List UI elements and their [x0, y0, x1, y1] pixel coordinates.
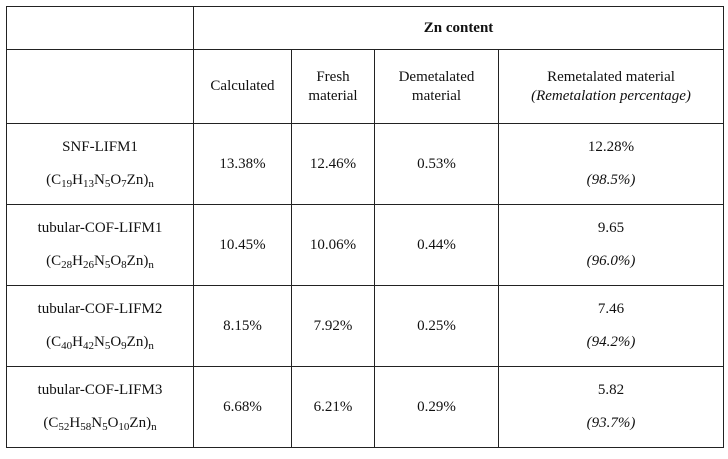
table-row: SNF-LIFM1 (C19H13N5O7Zn)n 13.38% 12.46% 0.53… [6, 123, 725, 205]
demetalated-value: 0.29% [374, 366, 499, 448]
sample-cell: tubular-COF-LIFM3 (C52H58N5O10Zn)n [6, 366, 194, 448]
sample-formula: (C28H26N5O8Zn)n [11, 252, 189, 271]
formula-subscript: 28 [61, 259, 73, 271]
formula-subscript: n [148, 340, 154, 352]
formula-subscript: 5 [104, 178, 111, 190]
formula-text: O [110, 253, 122, 269]
remetalated-cell: 12.28% (98.5%) [497, 123, 725, 205]
remetalated-value: 5.82 [597, 382, 625, 399]
sample-formula: (C40H42N5O9Zn)n [11, 333, 189, 352]
formula-text: O [110, 334, 122, 350]
calculated-value: 8.15% [193, 285, 292, 367]
formula-text: N [93, 334, 105, 350]
remetalated-value: 9.65 [597, 220, 625, 237]
remetalated-cell: 9.65 (96.0%) [497, 204, 725, 286]
formula-text: N [93, 172, 105, 188]
formula-subscript: 8 [121, 259, 127, 271]
formula-subscript: 40 [61, 340, 73, 352]
sample-name: tubular-COF-LIFM1 [37, 220, 163, 237]
remetalation-percentage: (96.0%) [586, 253, 636, 269]
calculated-header: Calculated [193, 49, 292, 124]
column-header-row: Calculated Fresh material Demetalated ma… [6, 49, 725, 124]
formula-text: Zn) [126, 334, 149, 350]
formula-subscript: n [148, 259, 154, 271]
formula-text: Zn) [126, 172, 149, 188]
formula-subscript: 13 [82, 178, 94, 190]
formula-text: (C [46, 334, 62, 350]
calculated-value: 6.68% [193, 366, 292, 448]
remetalated-cell: 5.82 (93.7%) [497, 366, 725, 448]
zn-content-table: Zn content Calculated Fresh material Dem… [6, 6, 725, 448]
calculated-value: 10.45% [193, 204, 292, 286]
remetalated-value: 7.46 [597, 301, 625, 318]
formula-text: (C [43, 415, 59, 431]
remetalation-percentage-header: (Remetalation percentage) [531, 87, 691, 104]
demetalated-header-line2: material [411, 87, 462, 104]
formula-subscript: 26 [82, 259, 94, 271]
table-row: tubular-COF-LIFM3 (C52H58N5O10Zn)n 6.68% 6.… [6, 366, 725, 448]
demetalated-header-line1: Demetalated [398, 68, 475, 85]
formula-subscript: 58 [80, 421, 92, 433]
formula-text: Zn) [129, 415, 152, 431]
sample-formula: (C19H13N5O7Zn)n [11, 171, 189, 190]
remetalation-percentage: (94.2%) [586, 334, 636, 350]
remetalated-cell: 7.46 (94.2%) [497, 285, 725, 367]
formula-text: Zn) [126, 253, 149, 269]
remetalation-percentage: (93.7%) [586, 415, 636, 431]
formula-subscript: 9 [121, 340, 127, 352]
formula-subscript: 5 [102, 421, 108, 433]
remetalated-header-line1: Remetalated material [547, 68, 675, 85]
formula-text: H [72, 172, 83, 188]
formula-text: H [72, 334, 83, 350]
formula-text: O [107, 415, 119, 431]
demetalated-value: 0.44% [374, 204, 499, 286]
fresh-value: 10.06% [291, 204, 375, 286]
formula-text: O [110, 172, 122, 188]
formula-subscript: 5 [104, 340, 111, 352]
formula-subscript: 5 [104, 259, 111, 271]
sample-name: tubular-COF-LIFM3 [37, 382, 163, 399]
zn-content-table-container: Zn content Calculated Fresh material Dem… [6, 6, 725, 448]
empty-sample-header-cell [6, 49, 194, 124]
sample-cell: tubular-COF-LIFM1 (C28H26N5O8Zn)n [6, 204, 194, 286]
group-header-row: Zn content [6, 6, 725, 50]
formula-subscript: 52 [58, 421, 70, 433]
sample-name: tubular-COF-LIFM2 [37, 301, 163, 318]
formula-text: (C [46, 172, 62, 188]
sample-cell: tubular-COF-LIFM2 (C40H42N5O9Zn)n [6, 285, 194, 367]
demetalated-value: 0.25% [374, 285, 499, 367]
formula-text: N [93, 253, 105, 269]
formula-text: (C [46, 253, 62, 269]
formula-subscript: n [148, 178, 154, 190]
formula-subscript: 7 [121, 178, 127, 190]
table-row: tubular-COF-LIFM2 (C40H42N5O9Zn)n 8.15% 7.9… [6, 285, 725, 367]
empty-corner-cell [6, 6, 194, 50]
sample-formula: (C52H58N5O10Zn)n [11, 414, 189, 433]
remetalation-percentage: (98.5%) [586, 172, 636, 188]
fresh-value: 6.21% [291, 366, 375, 448]
fresh-header-line2: material [308, 87, 358, 104]
demetalated-value: 0.53% [374, 123, 499, 205]
formula-text: H [69, 415, 81, 431]
table-row: tubular-COF-LIFM1 (C28H26N5O8Zn)n 10.45% 10… [6, 204, 725, 286]
remetalated-material-header: Remetalated material (Remetalation perce… [497, 49, 725, 124]
formula-subscript: n [151, 421, 157, 433]
remetalated-value: 12.28% [587, 139, 635, 156]
zn-content-header: Zn content [192, 6, 725, 50]
demetalated-material-header: Demetalated material [374, 49, 499, 124]
fresh-value: 12.46% [291, 123, 375, 205]
formula-subscript: 10 [118, 421, 130, 433]
formula-subscript: 42 [82, 340, 94, 352]
formula-subscript: 19 [61, 178, 73, 190]
calculated-value: 13.38% [193, 123, 292, 205]
fresh-value: 7.92% [291, 285, 375, 367]
formula-text: H [72, 253, 83, 269]
fresh-header-line1: Fresh [316, 68, 350, 85]
fresh-material-header: Fresh material [291, 49, 375, 124]
table-body: SNF-LIFM1 (C19H13N5O7Zn)n 13.38% 12.46% 0.53… [6, 123, 725, 448]
formula-text: N [91, 415, 103, 431]
sample-name: SNF-LIFM1 [62, 139, 138, 156]
sample-cell: SNF-LIFM1 (C19H13N5O7Zn)n [6, 123, 194, 205]
